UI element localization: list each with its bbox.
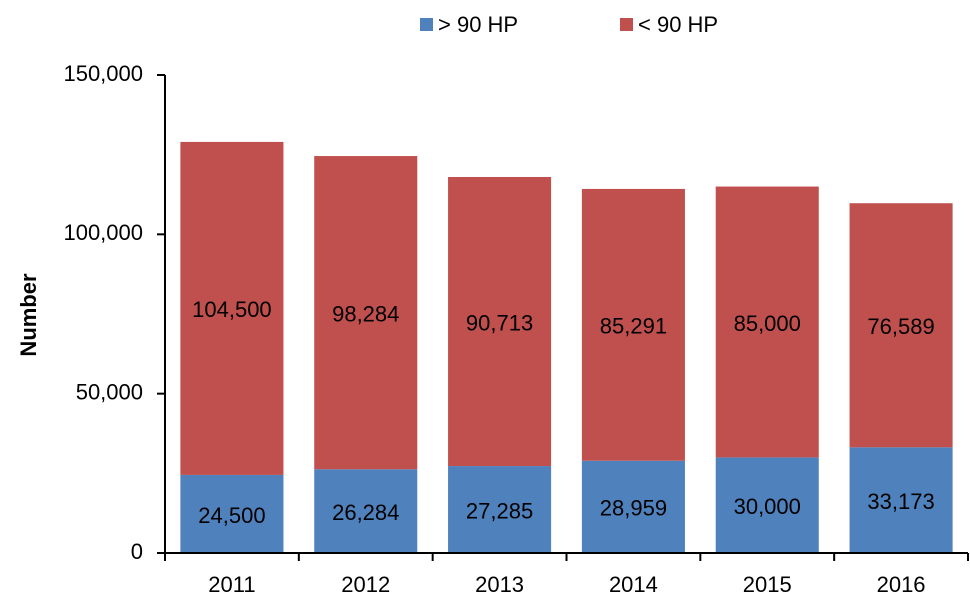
x-tick-label: 2013 xyxy=(475,572,524,597)
bar-segment xyxy=(448,466,552,553)
x-tick-label: 2011 xyxy=(208,572,255,597)
bar-segment xyxy=(581,188,685,461)
value-label: 90,713 xyxy=(466,310,533,335)
bar-segment xyxy=(314,156,418,470)
value-label: 85,291 xyxy=(600,314,667,339)
value-label: 76,589 xyxy=(867,314,934,339)
value-label: 26,284 xyxy=(332,500,399,525)
bar-segment xyxy=(314,469,418,553)
legend-label: > 90 HP xyxy=(438,12,518,37)
bar-segment xyxy=(715,457,819,553)
bar-segment xyxy=(448,176,552,467)
x-tick-label: 2016 xyxy=(877,572,926,597)
value-label: 98,284 xyxy=(332,301,399,326)
value-label: 30,000 xyxy=(734,494,801,519)
bar-segment xyxy=(581,460,685,553)
x-tick-label: 2015 xyxy=(743,572,792,597)
legend-label: < 90 HP xyxy=(638,12,718,37)
y-tick-label: 0 xyxy=(131,539,143,564)
value-label: 104,500 xyxy=(192,297,272,322)
value-label: 33,173 xyxy=(867,489,934,514)
bar-segment xyxy=(180,141,284,475)
y-tick-label: 150,000 xyxy=(63,61,143,86)
bar-segment xyxy=(849,203,953,448)
legend-swatch xyxy=(420,18,433,31)
x-tick-label: 2012 xyxy=(341,572,390,597)
bar-segment xyxy=(715,186,819,458)
y-axis-label: Number xyxy=(16,273,41,357)
bar-segment xyxy=(180,474,284,553)
value-label: 85,000 xyxy=(734,311,801,336)
value-label: 28,959 xyxy=(600,496,667,521)
legend-swatch xyxy=(620,18,633,31)
bar-segment xyxy=(849,447,953,553)
y-tick-label: 50,000 xyxy=(76,379,143,404)
value-label: 24,500 xyxy=(198,503,265,528)
value-label: 27,285 xyxy=(466,498,533,523)
x-tick-label: 2014 xyxy=(609,572,658,597)
y-tick-label: 100,000 xyxy=(63,220,143,245)
